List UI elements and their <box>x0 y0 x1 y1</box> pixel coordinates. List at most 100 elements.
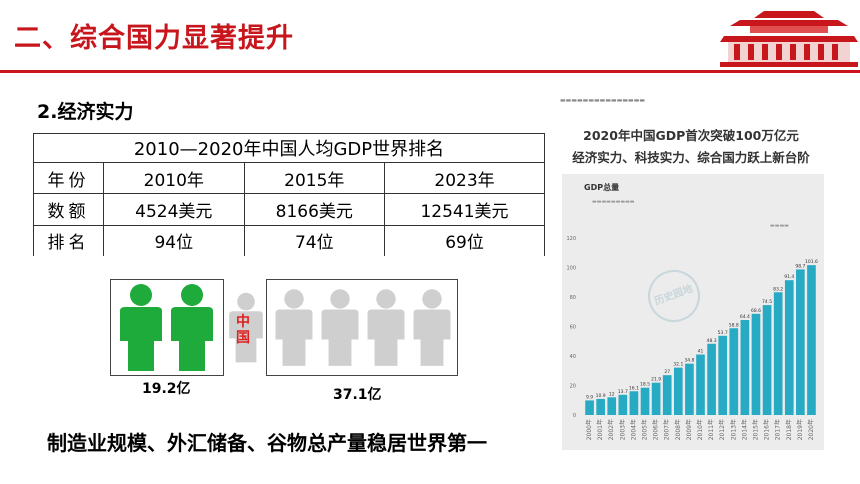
y-tick-label: 60 <box>570 325 576 331</box>
gdp-bar <box>685 363 694 415</box>
bar-value-label: 101.6 <box>805 259 818 265</box>
bar-value-label: 98.7 <box>795 263 805 269</box>
x-tick-label: 2003年 <box>618 419 626 440</box>
bar-value-label: 48.3 <box>707 338 717 344</box>
person-green-icon <box>120 284 162 371</box>
bar-value-label: 13.7 <box>618 389 628 395</box>
bar-value-label: 53.7 <box>718 330 728 336</box>
x-tick-label: 2019年 <box>796 419 804 440</box>
bar-value-label: 18.5 <box>640 382 650 388</box>
gdp-bar <box>629 391 639 415</box>
bar-value-label: 21.9 <box>651 377 661 383</box>
x-tick-label: 2012年 <box>718 419 726 440</box>
person-grey-icon <box>321 289 359 366</box>
bar-value-label: 91.4 <box>784 274 794 280</box>
table-cell: 74位 <box>243 224 386 258</box>
x-tick-label: 2013年 <box>729 419 737 440</box>
x-tick-label: 2000年 <box>585 419 593 440</box>
source-line-decoration: ▬▬▬▬▬▬▬▬▬▬▬▬▬▬▬ <box>560 97 646 104</box>
x-tick-label: 2014年 <box>740 419 748 440</box>
gdp-bar <box>585 400 594 415</box>
table-cell: 8166美元 <box>243 193 386 226</box>
x-tick-label: 2004年 <box>629 419 637 440</box>
y-tick-label: 100 <box>566 266 576 272</box>
gdp-bar <box>740 320 750 415</box>
gdp-bar-chart: 0 20 40 60 80 100 120 9.9 2000年 10.9 2001年 12 2002年 1… <box>566 236 818 440</box>
gdp-bar <box>662 375 672 415</box>
chart-panel-title: GDP总量 <box>584 183 620 192</box>
chart-subtitle-decoration: ▬▬▬▬▬▬▬▬▬ <box>592 199 635 205</box>
china-label: 中国 <box>236 314 250 346</box>
chart-subheadline: 经济实力、科技实力、综合国力跃上新台阶 <box>572 150 810 165</box>
population-right-value: 37.1亿 <box>333 387 382 403</box>
table-row: 排名 94位 74位 69位 <box>33 224 545 258</box>
table-cell: 69位 <box>384 224 545 258</box>
y-tick-label: 40 <box>570 354 576 360</box>
bar-value-label: 68.6 <box>751 308 761 314</box>
table-row: 年份 2010年 2015年 2023年 <box>33 162 545 195</box>
gdp-bar <box>707 343 716 415</box>
x-tick-label: 2008年 <box>674 419 682 440</box>
person-grey-icon <box>367 289 405 366</box>
x-tick-label: 2007年 <box>663 419 671 440</box>
x-tick-label: 2006年 <box>652 419 660 440</box>
person-grey-icon <box>413 289 451 366</box>
page-title: 二、综合国力显著提升 <box>14 23 294 54</box>
gdp-bar <box>751 313 761 415</box>
y-tick-label: 20 <box>570 384 576 390</box>
gdp-bar <box>618 394 628 415</box>
gdp-bar <box>673 367 683 415</box>
y-tick-label: 120 <box>566 236 576 242</box>
gdp-bar <box>773 292 783 415</box>
row-label-year: 年份 <box>33 162 104 195</box>
gdp-bar <box>696 354 705 415</box>
table-cell: 12541美元 <box>384 193 545 226</box>
population-left-value: 19.2亿 <box>142 381 191 397</box>
bar-value-label: 10.9 <box>596 393 606 399</box>
x-tick-label: 2015年 <box>751 419 759 440</box>
bar-value-label: 27 <box>664 369 670 375</box>
bar-value-label: 34.8 <box>684 358 694 364</box>
gdp-ranking-table: 2010—2020年中国人均GDP世界排名 年份 2010年 2015年 202… <box>33 132 545 258</box>
unit-decoration: ▬▬▬▬ <box>770 223 789 229</box>
x-tick-label: 2010年 <box>696 419 704 440</box>
row-label-amount: 数额 <box>33 193 104 226</box>
bar-value-label: 83.2 <box>773 286 783 292</box>
chart-panel: GDP总量 ▬▬▬▬▬▬▬▬▬ ▬▬▬▬ 历史园地 0 20 40 60 80 100 12… <box>562 174 824 450</box>
gdp-bar <box>718 335 728 415</box>
title-divider <box>0 70 860 73</box>
person-green-icon <box>171 284 213 371</box>
table-caption: 2010—2020年中国人均GDP世界排名 <box>33 132 545 164</box>
x-tick-label: 2016年 <box>763 419 771 440</box>
x-tick-label: 2018年 <box>785 419 793 440</box>
gdp-bar <box>762 305 772 415</box>
gdp-bar <box>607 397 617 415</box>
bar-value-label: 32.1 <box>673 362 683 368</box>
section-subheading: 2.经济实力 <box>37 101 134 123</box>
bar-value-label: 64.4 <box>740 314 750 320</box>
achievement-statement: 制造业规模、外汇储备、谷物总产量稳居世界第一 <box>47 431 487 455</box>
chart-headline: 2020年中国GDP首次突破100万亿元 <box>583 128 799 143</box>
gdp-bar <box>596 398 605 415</box>
person-grey-icon <box>275 289 313 366</box>
bar-value-label: 9.9 <box>586 394 593 400</box>
bar-value-label: 58.8 <box>729 322 739 328</box>
table-row: 数额 4524美元 8166美元 12541美元 <box>33 193 545 226</box>
x-tick-label: 2009年 <box>685 419 693 440</box>
x-tick-label: 2011年 <box>707 419 715 440</box>
gdp-bar <box>640 387 650 415</box>
gdp-chart-card: ▬▬▬▬▬▬▬▬▬▬▬▬▬▬▬ 2020年中国GDP首次突破100万亿元 经济实… <box>556 92 826 450</box>
gdp-bar <box>807 265 816 415</box>
table-cell: 2010年 <box>103 162 245 195</box>
y-tick-label: 0 <box>573 413 576 419</box>
bar-value-label: 16.1 <box>629 385 639 391</box>
table-cell: 4524美元 <box>103 193 245 226</box>
table-cell: 2023年 <box>384 162 545 195</box>
gdp-bar <box>796 269 805 415</box>
table-cell: 2015年 <box>243 162 386 195</box>
x-tick-label: 2002年 <box>607 419 615 440</box>
palace-decoration-icon <box>720 11 858 67</box>
gdp-bar <box>651 382 661 415</box>
bar-value-label: 12 <box>609 391 615 397</box>
gdp-bar <box>784 280 794 415</box>
